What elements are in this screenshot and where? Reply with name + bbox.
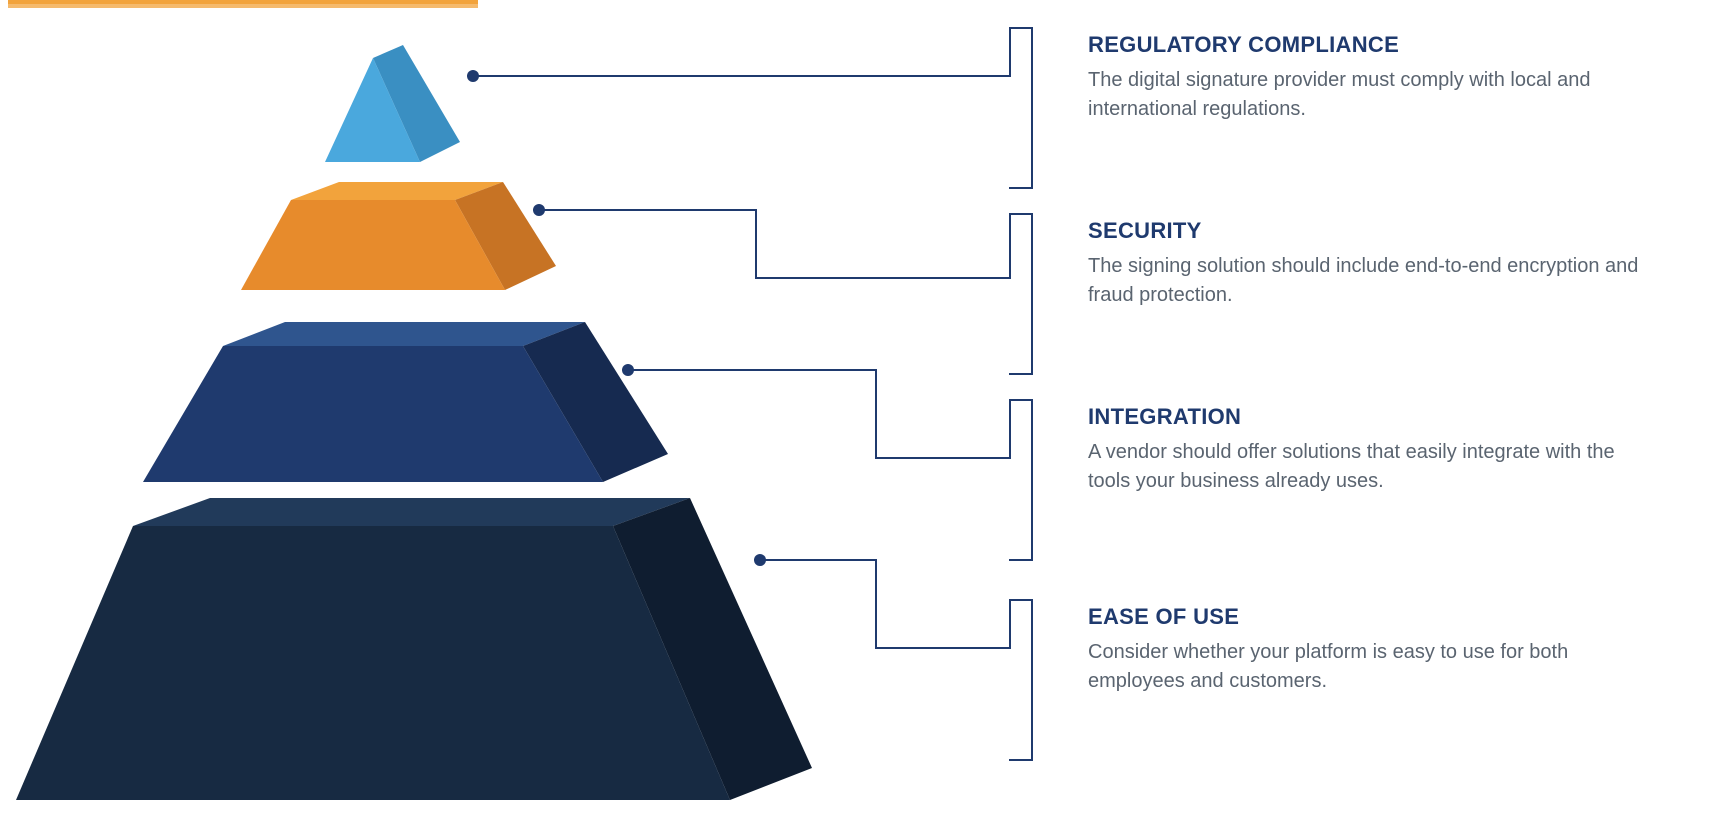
label-desc-ease: Consider whether your platform is easy t… [1088,638,1648,696]
label-desc-regulatory: The digital signature provider must comp… [1088,66,1648,124]
label-desc-integration: A vendor should offer solutions that eas… [1088,438,1648,496]
label-title-security: SECURITY [1088,218,1648,244]
pyramid-infographic: REGULATORY COMPLIANCE The digital signatu… [0,0,1712,836]
label-regulatory: REGULATORY COMPLIANCE The digital signatu… [1088,32,1648,124]
label-ease: EASE OF USE Consider whether your platfor… [1088,604,1648,696]
pyramid [16,45,812,800]
label-desc-security: The signing solution should include end-… [1088,252,1648,310]
label-title-ease: EASE OF USE [1088,604,1648,630]
label-title-regulatory: REGULATORY COMPLIANCE [1088,32,1648,58]
label-integration: INTEGRATION A vendor should offer solutio… [1088,404,1648,496]
accent-bar [8,0,478,4]
label-security: SECURITY The signing solution should incl… [1088,218,1648,310]
accent-bar [8,4,478,8]
label-title-integration: INTEGRATION [1088,404,1648,430]
